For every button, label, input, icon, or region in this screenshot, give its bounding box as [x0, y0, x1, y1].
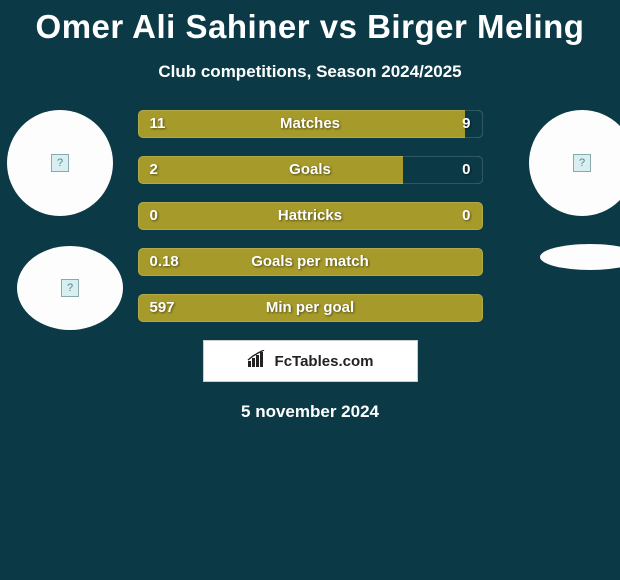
image-placeholder-icon: ? — [51, 154, 69, 172]
player2-avatar: ? — [529, 110, 620, 216]
stat-row: 597Min per goal — [138, 294, 483, 322]
stat-value-right: 9 — [462, 110, 470, 138]
stat-label: Hattricks — [138, 202, 483, 230]
image-placeholder-icon: ? — [573, 154, 591, 172]
stat-row: 2Goals0 — [138, 156, 483, 184]
team1-avatar: ? — [17, 246, 123, 330]
stats-bars: 11Matches92Goals00Hattricks00.18Goals pe… — [138, 110, 483, 322]
page-title: Omer Ali Sahiner vs Birger Meling — [0, 0, 620, 46]
subtitle: Club competitions, Season 2024/2025 — [0, 62, 620, 82]
player1-avatar: ? — [7, 110, 113, 216]
stat-value-right: 0 — [462, 156, 470, 184]
stat-row: 0Hattricks0 — [138, 202, 483, 230]
stat-label: Goals per match — [138, 248, 483, 276]
brand-label: FcTables.com — [275, 353, 374, 370]
stat-row: 11Matches9 — [138, 110, 483, 138]
stat-label: Goals — [138, 156, 483, 184]
brand-box[interactable]: FcTables.com — [203, 340, 418, 382]
chart-icon — [247, 350, 269, 372]
stat-label: Min per goal — [138, 294, 483, 322]
stat-row: 0.18Goals per match — [138, 248, 483, 276]
image-placeholder-icon: ? — [61, 279, 79, 297]
stat-value-right: 0 — [462, 202, 470, 230]
date-label: 5 november 2024 — [0, 402, 620, 422]
stat-label: Matches — [138, 110, 483, 138]
comparison-panel: ? ? ? 11Matches92Goals00Hattricks00.18Go… — [0, 110, 620, 422]
team2-avatar — [540, 244, 620, 270]
